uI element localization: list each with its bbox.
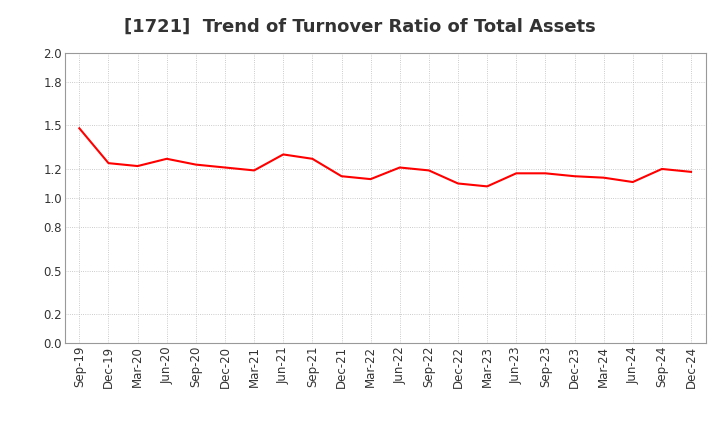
- Text: [1721]  Trend of Turnover Ratio of Total Assets: [1721] Trend of Turnover Ratio of Total …: [124, 18, 596, 35]
